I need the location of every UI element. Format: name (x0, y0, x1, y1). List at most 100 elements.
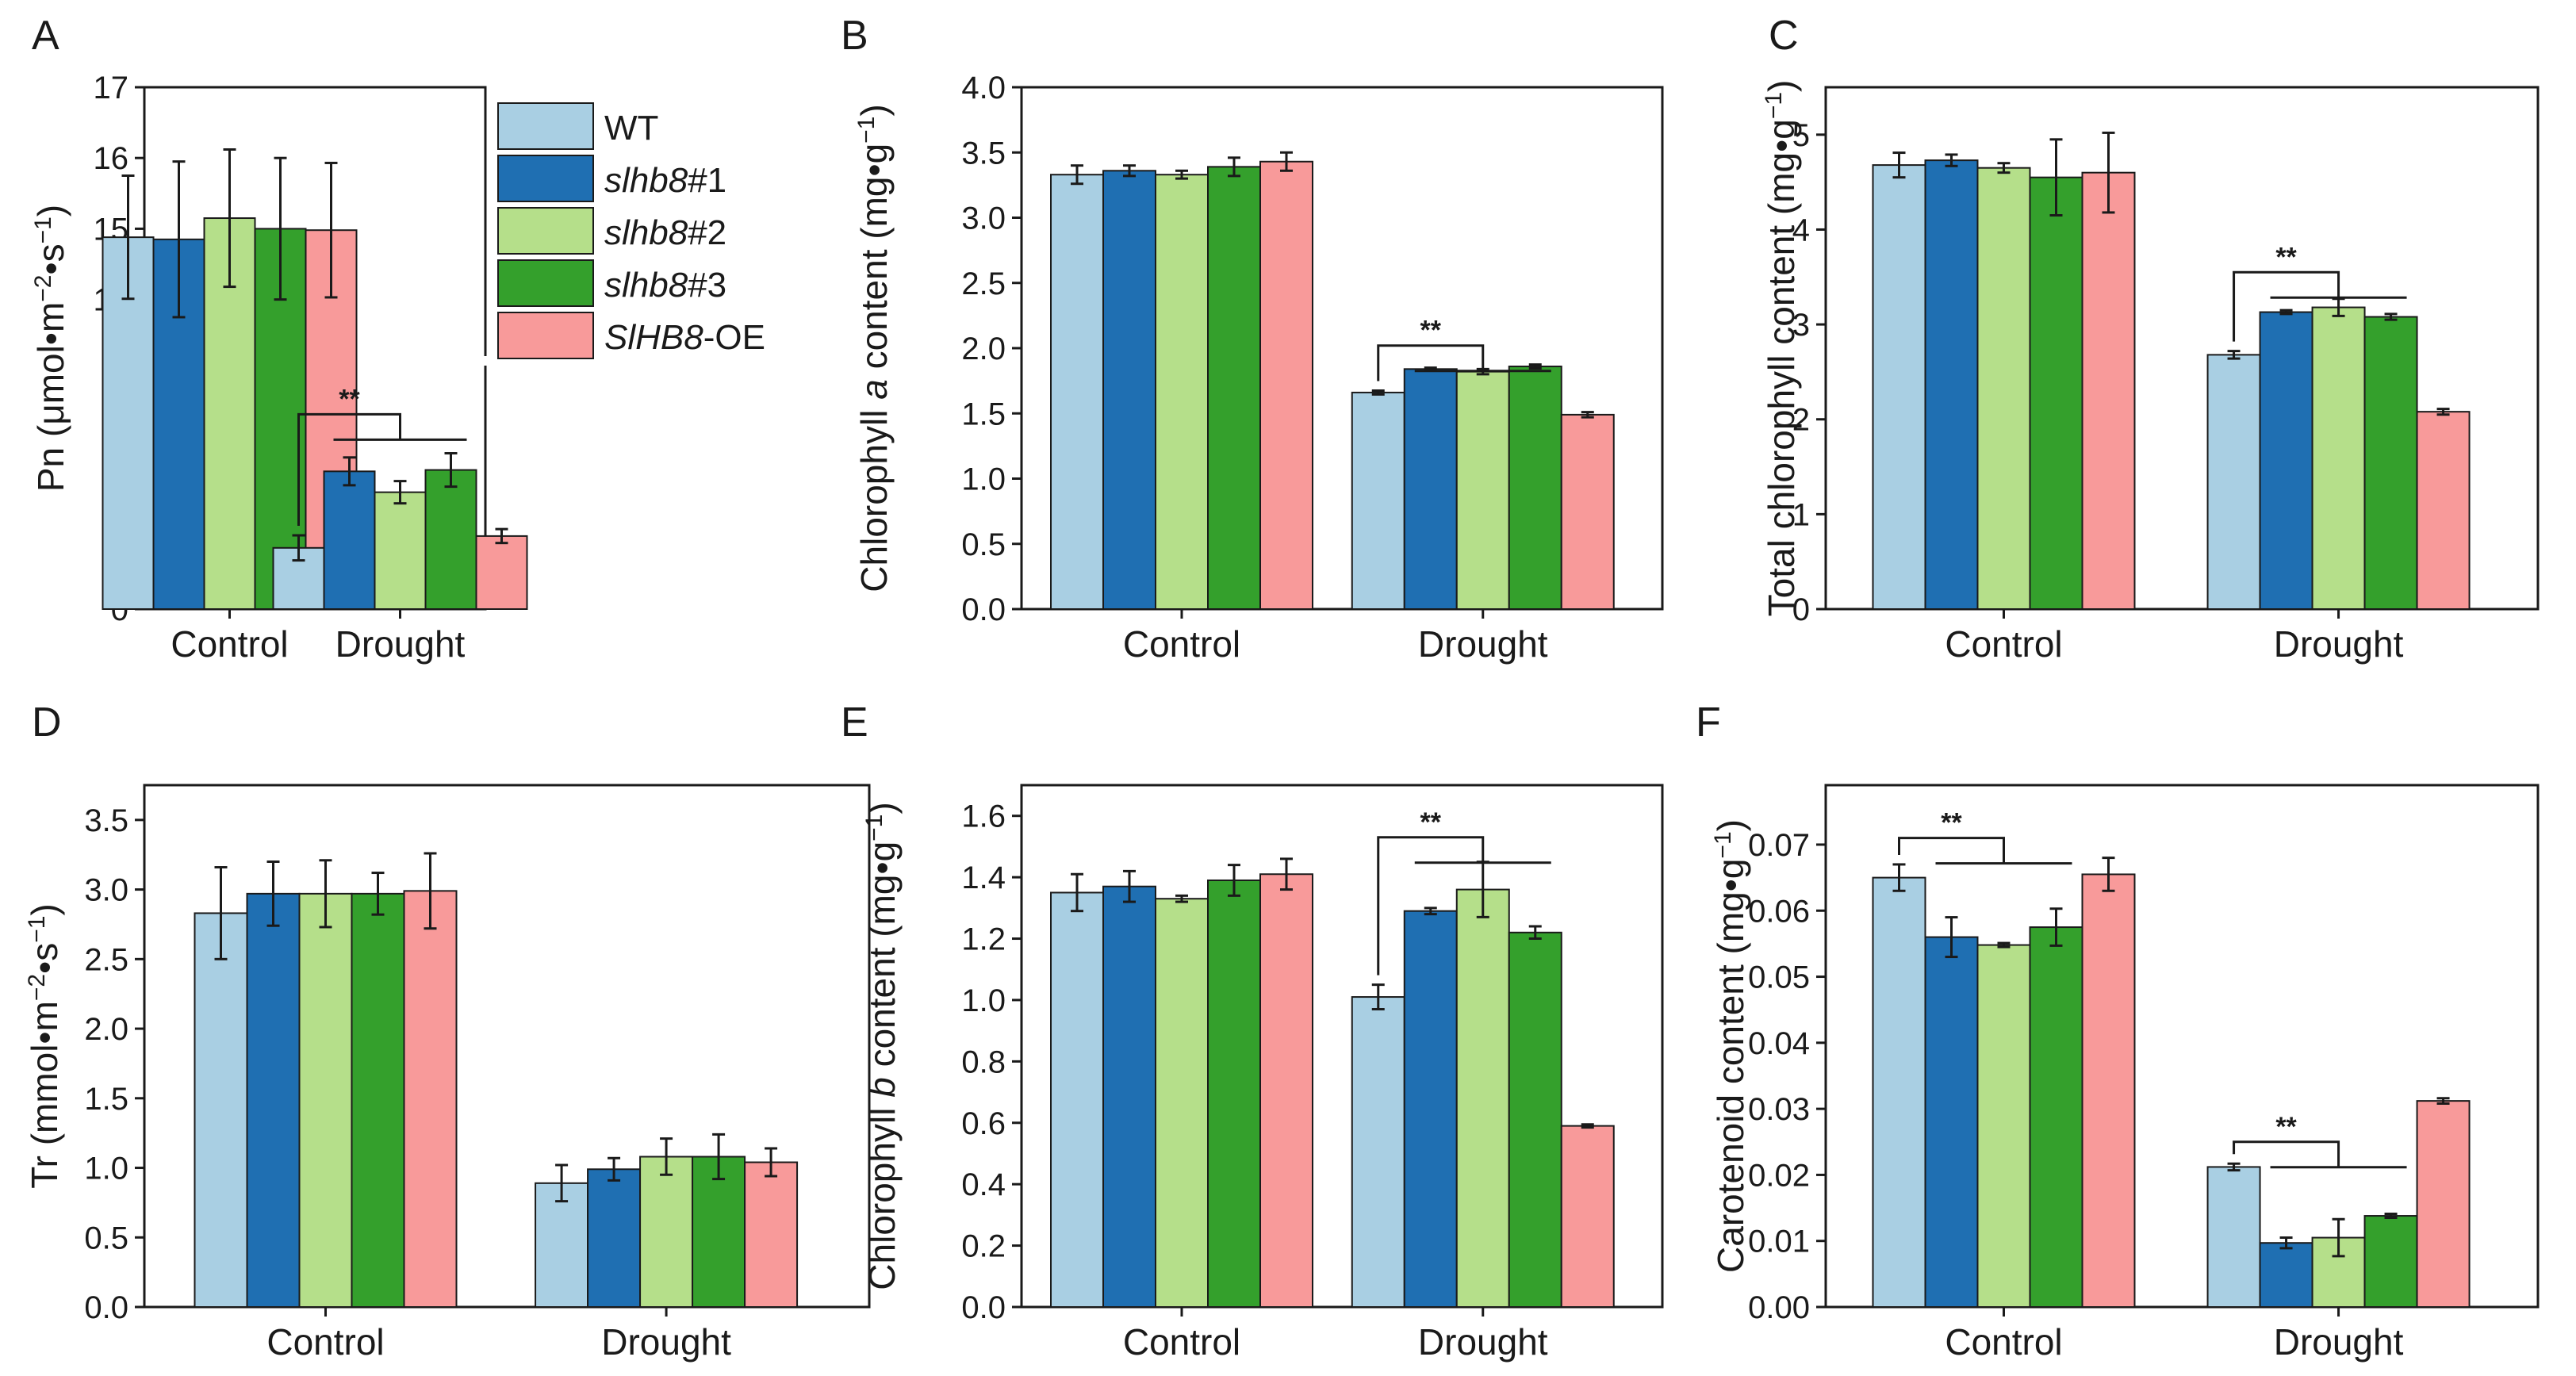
x-category-label: Control (1945, 623, 2062, 665)
y-tick-label: 0.02 (1748, 1158, 1810, 1193)
y-tick-label: 1.5 (961, 397, 1006, 431)
bar (194, 912, 248, 1308)
legend-label-prefix: slhb8 (604, 266, 688, 305)
bar (1872, 876, 1926, 1308)
y-tick-label: 0.0 (961, 1290, 1006, 1325)
y-tick-label: 0.0 (84, 1290, 128, 1325)
bar (2416, 1100, 2471, 1308)
plot-frame (143, 784, 871, 1309)
y-tick-label: 0.01 (1748, 1225, 1810, 1259)
y-tick-label: 0.00 (1748, 1290, 1810, 1325)
y-axis-label-part: Total chlorophyll content (mg•g (1761, 119, 1802, 616)
significance-bracket (1898, 837, 2005, 864)
bar (403, 890, 458, 1308)
bar (2206, 354, 2261, 610)
x-category-label: Drought (2274, 1321, 2404, 1363)
legend-label-suffix: -OE (703, 318, 765, 357)
bar (2081, 873, 2136, 1308)
y-axis-label-part: −1 (30, 217, 56, 243)
y-axis-label-part: ) (861, 802, 903, 814)
y-axis-label-part: Chlorophyll (861, 1098, 903, 1290)
bar (587, 1168, 642, 1308)
panel-letter: B (841, 13, 868, 59)
bar (1155, 898, 1209, 1308)
y-tick-label: 0.03 (1748, 1092, 1810, 1127)
y-tick-label: 0.5 (84, 1221, 128, 1255)
y-tick-label: 3.0 (84, 873, 128, 908)
bar (639, 1156, 694, 1308)
bar (1508, 366, 1562, 610)
y-tick-label: 17 (94, 71, 129, 105)
y-axis-label-part: Tr (mmol•m (24, 1001, 65, 1189)
x-category-label: Control (1123, 623, 1240, 665)
legend-swatch (497, 102, 594, 150)
y-tick-label: 0.8 (961, 1044, 1006, 1079)
y-axis-label-part: −1 (1710, 831, 1736, 858)
y-axis-label-part: −1 (1761, 92, 1787, 119)
bar (2363, 316, 2418, 610)
y-tick-label: 1.6 (961, 799, 1006, 834)
y-axis-label-part: •s (24, 943, 65, 974)
bar (1155, 174, 1209, 610)
y-tick-label: 3.5 (961, 136, 1006, 171)
legend-swatch (497, 207, 594, 255)
y-tick-label: 1 (1792, 497, 1810, 532)
significance-label: ** (2275, 1112, 2297, 1142)
y-tick-label: 5 (1792, 118, 1810, 153)
x-category-label: Drought (601, 1321, 731, 1363)
panel-letter: D (32, 699, 62, 745)
legend-swatch (497, 259, 594, 307)
bar (2206, 1166, 2261, 1308)
y-axis-label-part: Chlorophyll (853, 400, 895, 592)
bar (1102, 170, 1156, 610)
bar (1872, 164, 1926, 611)
y-axis-label-part: −2 (30, 275, 56, 302)
significance-label: ** (1420, 316, 1442, 346)
legend-label-prefix: SlHB8 (604, 318, 703, 357)
bar (1207, 879, 1261, 1309)
bar (1924, 159, 1979, 610)
bar (1207, 166, 1261, 611)
y-tick-label: 3 (1792, 308, 1810, 343)
legend-label: slhb8#1 (604, 161, 726, 200)
y-tick-label: 0 (1792, 592, 1810, 627)
bar (2029, 176, 2083, 610)
y-axis-label-part: •s (30, 243, 71, 274)
y-axis-label-part: content (mg•g (853, 144, 895, 379)
x-category-label: Drought (2274, 623, 2404, 665)
bar (2259, 311, 2313, 610)
bar (1351, 996, 1405, 1308)
y-tick-label: 0.04 (1748, 1026, 1810, 1061)
y-tick-label: 2.0 (84, 1012, 128, 1047)
plot-frame (1020, 784, 1664, 1309)
bar (1455, 888, 1510, 1308)
bar (1508, 931, 1562, 1308)
legend-label-text: WT (604, 109, 658, 148)
bar (1050, 891, 1104, 1308)
significance-bracket (1377, 836, 1485, 975)
y-tick-label: 0.4 (961, 1167, 1006, 1202)
bar (1560, 413, 1615, 611)
panel-b: B Chlorophyll a content (mg•g−1) 0.0 0.5 1.0… (841, 13, 1664, 665)
y-tick-label: 3.0 (961, 201, 1006, 236)
y-axis-label: Chlorophyll a content (mg•g−1) (853, 104, 895, 592)
significance-bracket (2233, 1140, 2340, 1167)
significance-bracket (1377, 344, 1485, 381)
y-tick-label: 2 (1792, 403, 1810, 438)
panel-letter: C (1769, 13, 1799, 59)
y-tick-label: 1.0 (961, 462, 1006, 497)
bar (351, 892, 405, 1308)
bar (2363, 1215, 2418, 1308)
bar (2311, 306, 2366, 610)
legend-label: slhb8#2 (604, 213, 726, 252)
y-axis-label-part: ) (24, 903, 65, 915)
x-category-label: Drought (1418, 1321, 1548, 1363)
bar (1455, 370, 1510, 610)
bar (1050, 174, 1104, 610)
bar (1560, 1125, 1615, 1308)
bar (1976, 167, 2031, 610)
y-axis-label-part: −1 (24, 916, 50, 943)
panel-letter: A (32, 13, 59, 59)
